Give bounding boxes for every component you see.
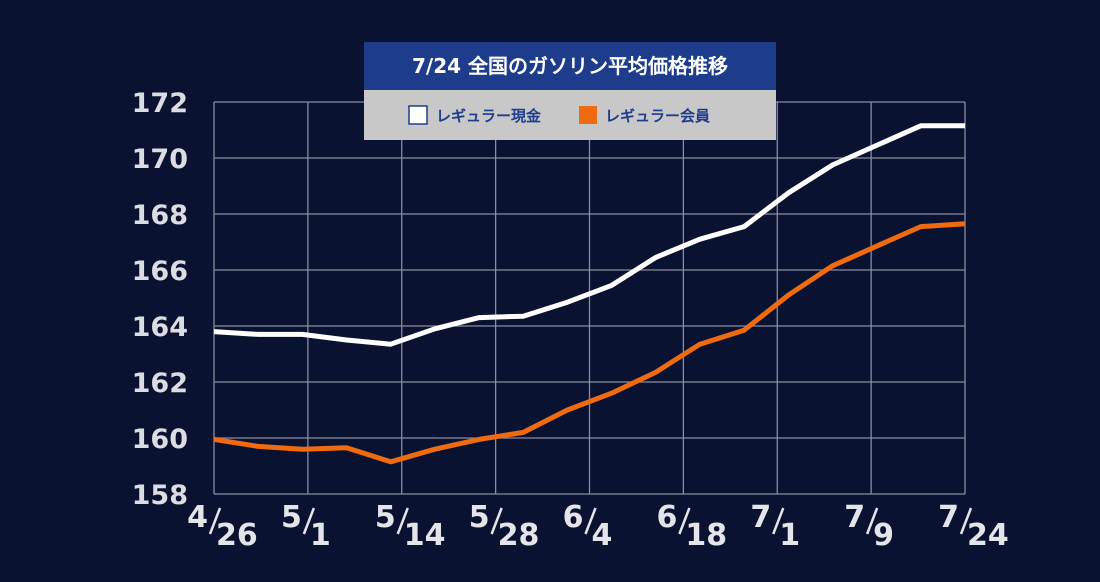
title-background xyxy=(364,42,776,90)
x-tick-day: 1 xyxy=(310,518,331,553)
x-tick-slash xyxy=(396,507,409,535)
x-tick-label: 528 xyxy=(469,500,540,553)
x-tick-day: 24 xyxy=(967,518,1009,553)
x-tick-label: 79 xyxy=(844,500,894,553)
x-tick-slash xyxy=(208,507,222,535)
y-tick-label: 166 xyxy=(132,256,188,287)
grid xyxy=(213,101,966,495)
x-tick-day: 14 xyxy=(404,518,446,553)
series-line-member xyxy=(213,221,966,465)
y-tick-label: 160 xyxy=(132,424,188,455)
x-tick-month: 6 xyxy=(563,500,584,535)
chart-title: 7/24 全国のガソリン平均価格推移 xyxy=(412,54,728,78)
legend-label-member: レギュラー会員 xyxy=(605,107,710,125)
series-lines xyxy=(213,123,966,465)
y-tick-label: 170 xyxy=(132,144,188,175)
x-tick-slash xyxy=(584,507,597,535)
x-tick-label: 724 xyxy=(938,500,1009,553)
x-tick-slash xyxy=(865,507,879,535)
x-tick-slash xyxy=(302,507,316,535)
x-tick-month: 5 xyxy=(375,500,396,535)
x-tick-day: 4 xyxy=(592,518,613,553)
y-tick-label: 172 xyxy=(132,88,188,119)
x-tick-label: 71 xyxy=(750,500,800,553)
x-tick-day: 1 xyxy=(779,518,800,553)
x-tick-day: 26 xyxy=(216,518,258,553)
x-tick-label: 514 xyxy=(375,500,446,553)
x-tick-label: 426 xyxy=(187,500,258,553)
x-tick-month: 5 xyxy=(281,500,302,535)
x-tick-month: 5 xyxy=(469,500,490,535)
x-tick-label: 51 xyxy=(281,500,331,553)
x-tick-month: 7 xyxy=(938,500,959,535)
x-tick-slash xyxy=(490,507,503,535)
x-tick-label: 618 xyxy=(657,500,728,553)
x-tick-month: 6 xyxy=(657,500,678,535)
legend-swatch-cash xyxy=(408,105,428,125)
y-tick-label: 162 xyxy=(132,368,188,399)
y-tick-label: 164 xyxy=(132,312,188,343)
x-tick-slash xyxy=(959,507,973,535)
x-tick-month: 7 xyxy=(750,500,771,535)
x-tick-slash xyxy=(772,507,785,535)
x-tick-day: 9 xyxy=(873,518,894,553)
legend-background xyxy=(364,90,776,140)
legend-swatch-member xyxy=(579,106,597,124)
legend-label-cash: レギュラー現金 xyxy=(436,107,542,125)
x-tick-label: 64 xyxy=(563,500,613,553)
legend-box: 7/24 全国のガソリン平均価格推移 レギュラー現金 レギュラー会員 xyxy=(364,42,776,140)
y-tick-label: 168 xyxy=(132,200,188,231)
x-tick-month: 7 xyxy=(844,500,865,535)
y-tick-label: 158 xyxy=(132,480,188,511)
x-tick-month: 4 xyxy=(187,500,208,535)
series-line-cash xyxy=(213,123,965,347)
x-tick-slash xyxy=(678,507,691,535)
y-axis-ticks: 158 160 162 164 166 168 170 172 xyxy=(132,88,188,511)
x-tick-day: 18 xyxy=(685,518,727,553)
x-tick-day: 28 xyxy=(498,518,540,553)
